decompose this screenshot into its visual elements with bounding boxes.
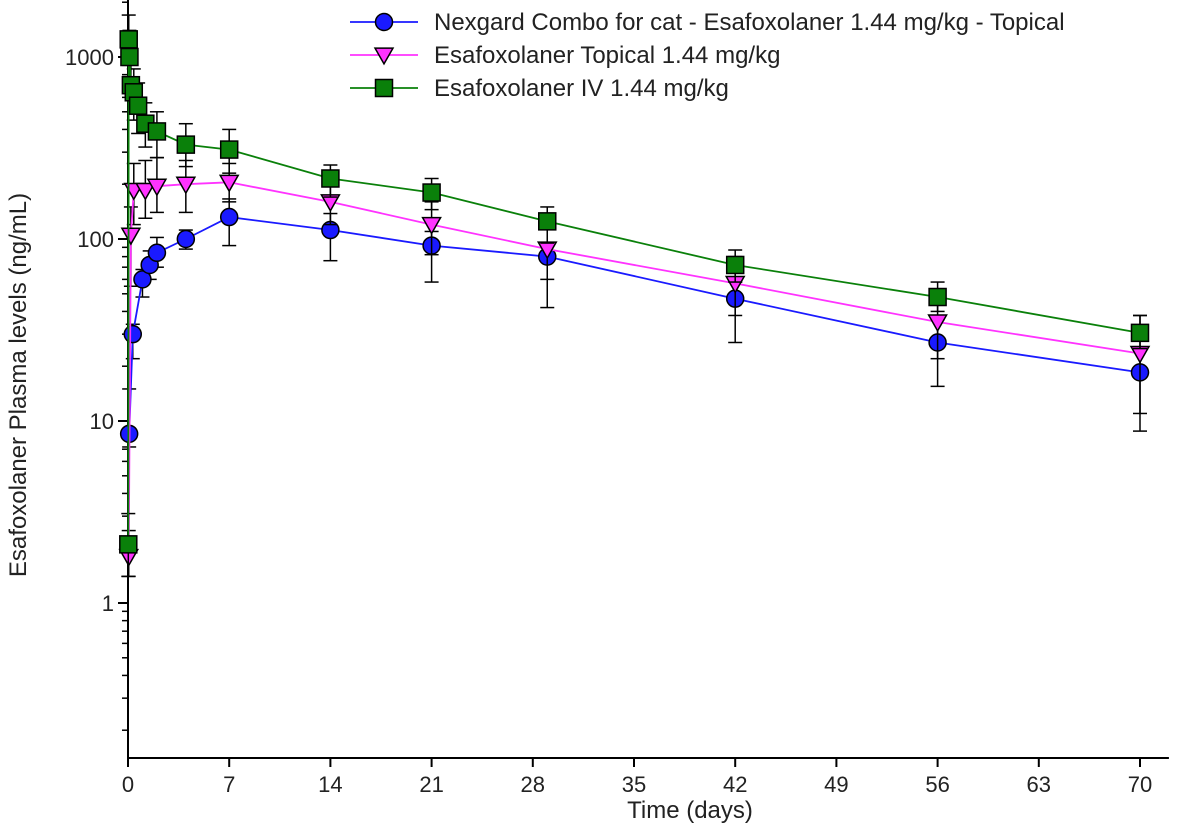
x-tick-label: 14 <box>318 772 342 797</box>
series-2 <box>118 156 1151 578</box>
series-line <box>127 181 1141 557</box>
y-tick-label: 10 <box>90 409 114 434</box>
data-point <box>927 314 948 333</box>
x-tick-label: 70 <box>1128 772 1152 797</box>
data-point <box>421 216 442 236</box>
data-point <box>123 324 143 344</box>
legend-label: Esafoxolaner IV 1.44 mg/kg <box>434 75 729 102</box>
y-tick-label: 100 <box>77 227 114 252</box>
series-1 <box>119 198 1150 448</box>
legend-label: Esafoxolaner Topical 1.44 mg/kg <box>434 42 780 69</box>
legend-marker <box>374 78 394 98</box>
x-tick-label: 35 <box>622 772 646 797</box>
data-point <box>725 255 745 275</box>
axes: 1 10 100 1000 0 7 14 21 28 35 42 49 56 63 70 <box>65 0 1169 797</box>
data-point <box>219 140 239 159</box>
legend-label: Nexgard Combo for cat - Esafoxolaner 1.4… <box>434 9 1065 36</box>
x-tick-label: 28 <box>521 772 545 797</box>
legend-marker <box>373 47 395 66</box>
x-axis-title: Time (days) <box>627 797 753 824</box>
data-point <box>176 135 196 154</box>
data-point <box>1130 323 1150 343</box>
data-point <box>147 243 167 263</box>
x-tick-label: 56 <box>925 772 949 797</box>
data-point <box>422 183 441 202</box>
series-line <box>128 216 1141 434</box>
data-point <box>119 30 138 49</box>
y-tick-label: 1000 <box>65 45 114 70</box>
data-point <box>133 270 152 289</box>
x-tick-label: 0 <box>122 772 134 797</box>
x-tick-label: 63 <box>1027 772 1051 797</box>
data-point <box>219 207 239 227</box>
legend-item-3: Esafoxolaner IV 1.44 mg/kg <box>350 75 729 102</box>
legend-item-2: Esafoxolaner Topical 1.44 mg/kg <box>350 42 780 69</box>
x-tick-label: 42 <box>723 772 747 797</box>
x-tick-label: 49 <box>824 772 848 797</box>
y-tick-label: 1 <box>102 591 114 616</box>
data-point <box>218 174 240 193</box>
data-point <box>538 212 557 231</box>
data-point <box>120 227 142 246</box>
series-layer <box>118 14 1151 578</box>
data-point <box>928 287 947 307</box>
data-point <box>176 229 196 249</box>
data-point <box>128 96 148 115</box>
legend-item-1: Nexgard Combo for cat - Esafoxolaner 1.4… <box>350 9 1065 36</box>
data-point <box>119 535 138 554</box>
x-tick-label: 21 <box>419 772 443 797</box>
data-point <box>120 47 139 67</box>
y-axis-title: Esafoxolaner Plasma levels (ng/mL) <box>5 193 32 577</box>
series-3 <box>119 14 1150 578</box>
data-point <box>135 182 156 201</box>
data-point <box>175 176 197 195</box>
data-point <box>321 169 340 188</box>
data-point <box>147 122 167 141</box>
x-tick-label: 7 <box>223 772 235 797</box>
legend: Nexgard Combo for cat - Esafoxolaner 1.4… <box>350 9 1065 102</box>
data-point <box>146 178 168 197</box>
series-line <box>127 39 1141 545</box>
legend-marker <box>374 12 394 32</box>
